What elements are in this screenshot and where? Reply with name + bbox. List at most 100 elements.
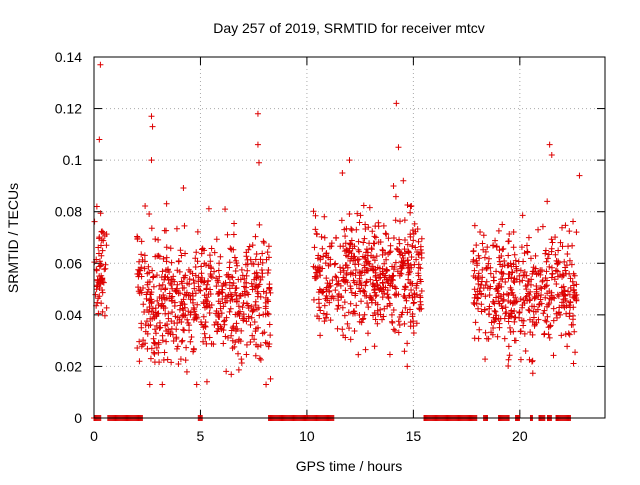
- data-point: [561, 258, 568, 265]
- data-point: [535, 270, 542, 277]
- data-point: [255, 290, 262, 297]
- data-point: [362, 221, 369, 228]
- chart-title: Day 257 of 2019, SRMTID for receiver mtc…: [213, 20, 485, 36]
- data-point: [151, 359, 158, 366]
- data-point: [567, 275, 574, 282]
- data-point: [475, 252, 482, 259]
- data-point: [243, 341, 250, 348]
- data-point: [509, 269, 516, 276]
- data-point: [545, 331, 552, 338]
- data-point: [239, 272, 246, 279]
- data-point: [337, 264, 344, 271]
- data-point: [245, 302, 252, 309]
- data-point: [411, 261, 418, 268]
- data-point: [194, 228, 201, 235]
- data-point: [184, 280, 191, 287]
- data-point: [200, 313, 207, 320]
- data-point: [413, 291, 420, 298]
- plot-frame: [93, 56, 606, 419]
- data-point: [352, 292, 359, 299]
- data-point: [567, 284, 574, 291]
- data-point: [390, 234, 397, 241]
- data-point: [226, 259, 233, 266]
- data-point: [483, 335, 490, 342]
- data-point: [501, 315, 508, 322]
- x-tick-label: 20: [512, 428, 528, 444]
- data-point: [379, 246, 386, 253]
- data-point: [559, 299, 566, 306]
- data-point: [505, 313, 512, 320]
- data-point: [137, 267, 144, 274]
- data-point: [173, 334, 180, 341]
- data-point: [411, 220, 418, 227]
- data-point: [151, 350, 158, 357]
- data-point: [97, 261, 104, 268]
- data-point: [199, 274, 206, 281]
- data-point: [163, 200, 170, 207]
- data-point: [510, 228, 517, 235]
- data-point: [505, 252, 512, 259]
- data-point: [211, 268, 218, 275]
- data-point: [261, 329, 268, 336]
- data-point: [182, 250, 189, 257]
- data-point: [152, 253, 159, 260]
- data-point: [233, 320, 240, 327]
- data-point: [249, 242, 256, 249]
- data-point: [530, 314, 537, 321]
- y-tick-label: 0.12: [55, 101, 82, 117]
- data-point: [244, 289, 251, 296]
- data-point: [505, 297, 512, 304]
- data-point: [530, 268, 537, 275]
- data-point: [227, 245, 234, 252]
- data-point: [161, 349, 168, 356]
- data-point: [134, 344, 141, 351]
- data-point: [141, 252, 148, 259]
- data-point: [505, 318, 512, 325]
- data-point: [502, 304, 509, 311]
- data-point: [493, 285, 500, 292]
- data-point: [415, 251, 422, 258]
- data-point: [502, 278, 509, 285]
- data-point: [218, 310, 225, 317]
- data-point: [334, 293, 341, 300]
- data-point: [97, 210, 104, 217]
- data-point: [562, 222, 569, 229]
- data-point: [100, 229, 107, 236]
- data-point: [253, 325, 260, 332]
- data-point: [143, 318, 150, 325]
- data-point: [251, 319, 258, 326]
- data-point: [134, 236, 141, 243]
- data-point: [374, 307, 381, 314]
- data-point: [182, 312, 189, 319]
- data-point: [98, 242, 104, 249]
- data-point: [543, 318, 550, 325]
- data-point: [244, 267, 251, 274]
- data-point: [544, 198, 551, 205]
- data-point: [479, 240, 486, 247]
- data-point: [329, 277, 336, 284]
- data-point: [185, 319, 192, 326]
- data-point: [162, 322, 169, 329]
- data-point: [473, 257, 480, 264]
- data-point: [168, 281, 175, 288]
- data-point: [154, 297, 161, 304]
- data-point: [101, 312, 108, 319]
- data-point: [527, 296, 534, 303]
- data-point: [376, 286, 383, 293]
- data-point: [243, 351, 250, 358]
- data-point: [486, 311, 493, 318]
- data-point: [404, 201, 411, 208]
- data-point: [477, 284, 484, 291]
- data-point: [529, 318, 536, 325]
- data-point: [249, 283, 256, 290]
- data-point: [231, 254, 238, 261]
- data-point: [342, 334, 349, 341]
- data-point: [205, 205, 212, 212]
- data-point: [193, 249, 200, 256]
- data-point: [532, 308, 539, 315]
- data-point: [478, 281, 485, 288]
- data-point: [394, 246, 401, 253]
- data-point: [481, 307, 488, 314]
- data-point: [554, 268, 561, 275]
- data-point: [393, 100, 400, 107]
